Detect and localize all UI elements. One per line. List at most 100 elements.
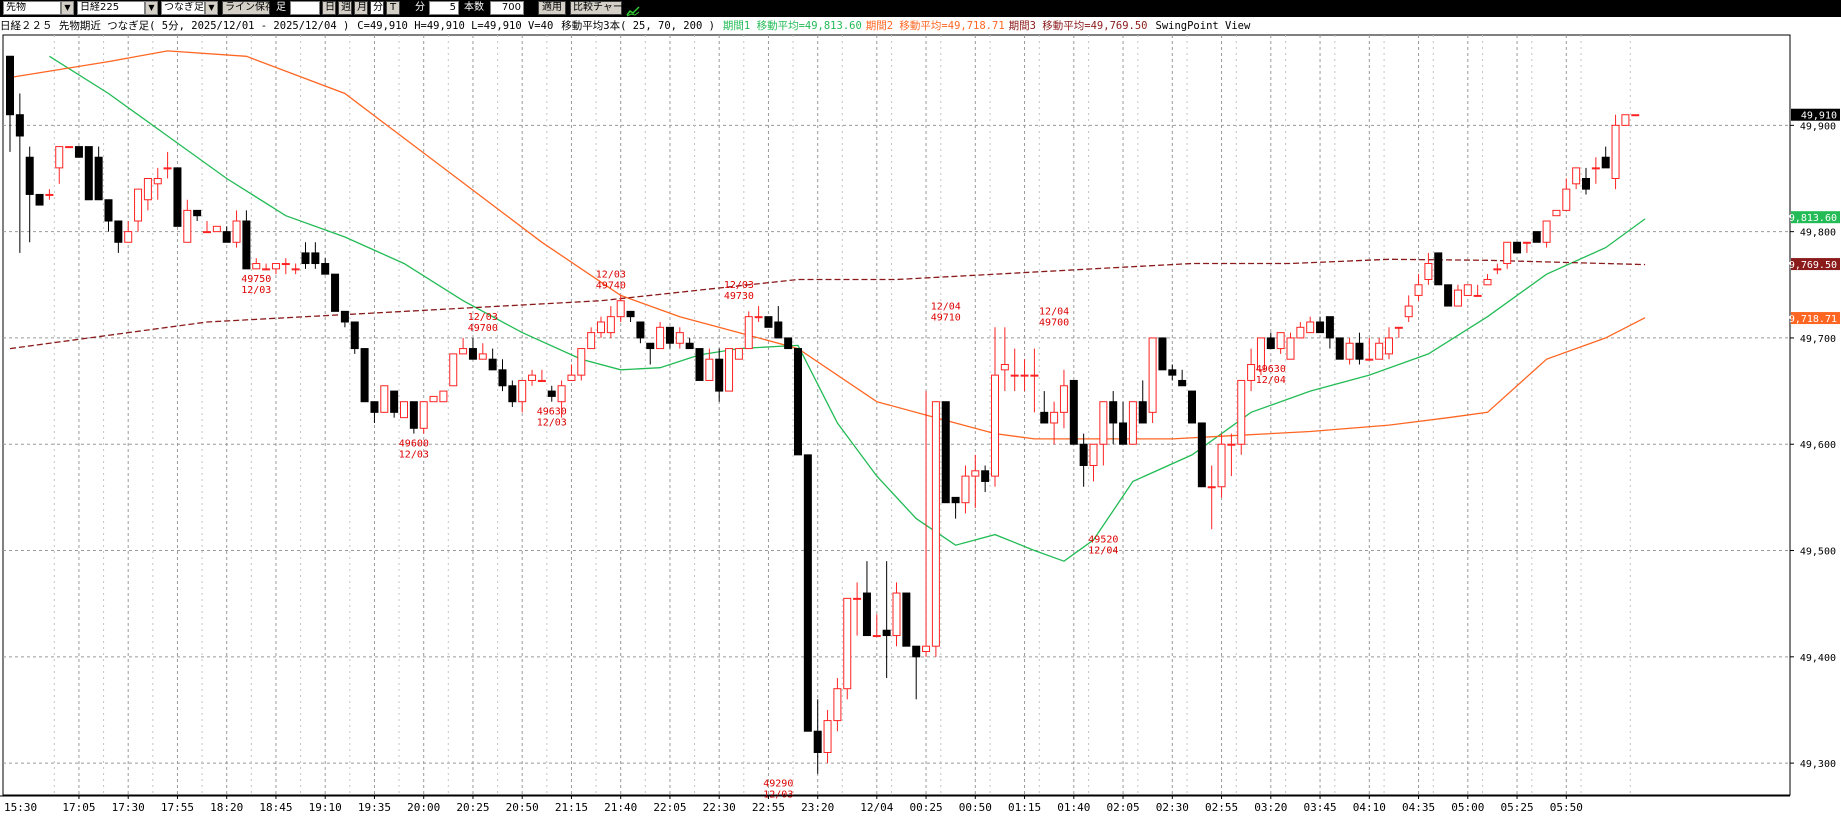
candle-body-up — [892, 592, 901, 637]
candle-body-up — [400, 401, 408, 419]
candle-body-up — [1572, 167, 1581, 185]
candle-body-down — [685, 342, 694, 350]
minute-input[interactable]: 5 — [429, 1, 459, 15]
count-label: 本数 — [464, 2, 484, 13]
candle-body-up — [1059, 385, 1068, 413]
candle-body-down — [370, 401, 379, 413]
x-tick-label: 20:00 — [407, 801, 440, 814]
y-axis: 49,300 49,400 49,500 49,600 49,700 49,800 49,9… — [1783, 108, 1840, 770]
symbol-dropdown-arrow-icon[interactable]: ▼ — [145, 1, 158, 15]
candle-body-down — [1513, 241, 1522, 254]
candle-body-up — [971, 470, 980, 477]
unit-week-button[interactable]: 週 — [338, 1, 352, 15]
y-tick-label: 49,500 — [1800, 547, 1836, 558]
unit-tick-button[interactable]: T — [386, 1, 400, 15]
plot-frame — [2, 34, 1791, 796]
x-tick-label: 04:10 — [1353, 801, 1386, 814]
candle-body-up — [991, 374, 999, 477]
candle-body-up — [1503, 241, 1512, 265]
ma2-readout: 期間2 移動平均=49,718.71 — [865, 20, 1005, 32]
candle-body-up — [1483, 278, 1492, 286]
candle-body-up — [449, 353, 458, 387]
candle-body-up — [212, 225, 221, 233]
candle-body-up — [606, 316, 615, 334]
unit-month-button[interactable]: 月 — [354, 1, 368, 15]
ohlcv-readout: C=49,910 H=49,910 L=49,910 V=40 — [357, 20, 554, 32]
candle-body-up — [1227, 443, 1236, 446]
candle-body-down — [1325, 316, 1334, 339]
candle-body-up — [291, 268, 300, 271]
candle-body-up — [232, 220, 241, 243]
candle-body-up — [429, 395, 438, 403]
x-tick-label: 02:05 — [1106, 801, 1139, 814]
candle-body-up — [1394, 326, 1403, 329]
unit-minute-button[interactable]: 分 — [370, 1, 384, 15]
candle-body-down — [301, 252, 310, 265]
bar-type-select[interactable]: つなぎ足 — [161, 1, 205, 15]
save-line-button[interactable]: ライン保存 — [222, 1, 275, 15]
x-tick-label: 22:55 — [752, 801, 785, 814]
y-tick-label: 49,400 — [1800, 653, 1836, 664]
candle-body-up — [1542, 220, 1551, 243]
x-axis: 15:30 17:05 17:30 17:55 18:20 18:45 19:10 19:35… — [0, 795, 1790, 814]
price-tag-label: 49,718.71 — [1783, 314, 1837, 325]
market-dropdown-arrow-icon[interactable]: ▼ — [61, 1, 74, 15]
candle-body-up — [380, 385, 389, 413]
candle-body-up — [183, 209, 192, 243]
candle-body-down — [1335, 337, 1344, 360]
x-tick-label: 18:20 — [210, 801, 243, 814]
candle-body-up — [1207, 486, 1216, 489]
x-tick-label: 17:55 — [161, 801, 194, 814]
candle-body-down — [15, 114, 24, 137]
candle-body-down — [1582, 177, 1590, 190]
swing-point-label: 49630 — [537, 407, 567, 418]
swing-point-label: 49630 — [1256, 364, 1286, 375]
swing-point-label: 12/03 — [241, 285, 271, 296]
symbol-select[interactable]: 日経225 — [77, 1, 145, 15]
candle-body-up — [922, 645, 931, 653]
price-tag-label: 49,813.60 — [1783, 213, 1837, 224]
candle-body-down — [981, 470, 990, 482]
unit-day-button[interactable]: 日 — [322, 1, 336, 15]
candle-body-up — [143, 177, 152, 201]
x-tick-label: 22:05 — [653, 801, 686, 814]
apply-button[interactable]: 適用 — [538, 1, 566, 15]
x-tick-label: 17:30 — [112, 801, 145, 814]
swing-point-label: 49700 — [468, 323, 498, 334]
swing-point-label: 12/03 — [724, 280, 754, 291]
candle-body-down — [331, 273, 340, 312]
swing-point-label: 12/03 — [468, 312, 498, 323]
candle-body-up — [1000, 364, 1009, 371]
candle-body-up — [439, 390, 448, 403]
chart-lines-icon[interactable] — [626, 2, 640, 17]
bar-type-dropdown-arrow-icon[interactable]: ▼ — [205, 1, 218, 15]
price-tag-bg — [1791, 211, 1840, 224]
candle-body-up — [833, 688, 842, 722]
compare-chart-button[interactable]: 比較チャート — [570, 1, 633, 15]
x-tick-label: 23:20 — [801, 801, 834, 814]
y-tick-label: 49,800 — [1800, 228, 1836, 239]
candle-body-down — [1168, 369, 1177, 376]
candle-body-up — [203, 231, 211, 234]
candle-body-up — [1247, 364, 1256, 381]
candle-body-up — [1020, 374, 1029, 377]
y-tick-label: 49,300 — [1800, 759, 1836, 770]
candle-body-up — [1453, 289, 1462, 307]
candle-body-up — [1591, 167, 1600, 170]
ma-header: 移動平均3本( 25, 70, 200 ) — [561, 20, 715, 32]
count-input[interactable]: 700 — [490, 1, 524, 15]
foot-count-input[interactable] — [290, 1, 320, 15]
candle-body-down — [498, 369, 507, 387]
candle-body-down — [1188, 390, 1196, 424]
swing-point-label: 12/04 — [1088, 545, 1118, 556]
market-select[interactable]: 先物 — [3, 1, 61, 15]
x-tick-label: 03:20 — [1254, 801, 1287, 814]
x-tick-label: 02:55 — [1205, 801, 1238, 814]
candle-body-up — [252, 263, 261, 270]
x-tick-label: 22:30 — [703, 801, 736, 814]
x-tick-label: 05:50 — [1550, 801, 1583, 814]
candle-body-up — [1385, 337, 1393, 355]
candle-body-down — [665, 326, 674, 344]
candle-body-up — [1050, 411, 1059, 424]
